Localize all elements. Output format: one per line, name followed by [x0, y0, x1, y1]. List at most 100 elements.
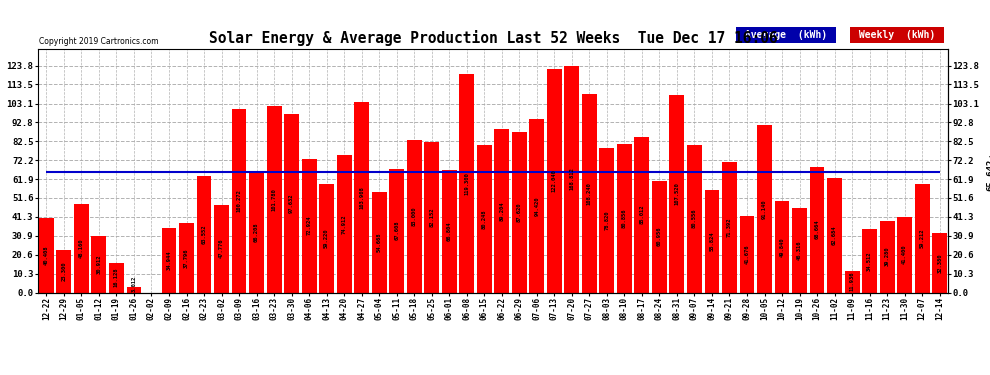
Bar — [564, 66, 579, 292]
Text: 68.664: 68.664 — [815, 220, 820, 239]
Text: 37.796: 37.796 — [184, 248, 189, 268]
Text: 34.512: 34.512 — [867, 251, 872, 271]
Bar — [740, 216, 754, 292]
Text: 101.780: 101.780 — [271, 188, 276, 211]
Bar — [354, 102, 369, 292]
Bar — [442, 170, 456, 292]
Bar — [652, 181, 667, 292]
Text: 65.642→: 65.642→ — [987, 153, 990, 191]
Bar — [546, 69, 561, 292]
Text: 85.012: 85.012 — [640, 205, 644, 224]
Text: 67.608: 67.608 — [394, 221, 399, 240]
Bar — [757, 126, 772, 292]
Text: 59.212: 59.212 — [920, 228, 925, 248]
Bar — [827, 178, 842, 292]
Text: 80.556: 80.556 — [692, 209, 697, 228]
Text: 47.776: 47.776 — [219, 239, 224, 258]
Text: 54.668: 54.668 — [376, 232, 382, 252]
Text: 34.944: 34.944 — [166, 251, 171, 270]
Text: 66.208: 66.208 — [254, 222, 259, 242]
Bar — [319, 184, 334, 292]
Bar — [425, 142, 440, 292]
Text: 63.552: 63.552 — [202, 225, 207, 244]
Text: Weekly  (kWh): Weekly (kWh) — [852, 30, 940, 40]
Bar — [56, 250, 71, 292]
Bar — [722, 162, 737, 292]
Text: 66.804: 66.804 — [446, 222, 451, 241]
Text: 80.248: 80.248 — [482, 209, 487, 229]
Title: Solar Energy & Average Production Last 52 Weeks  Tue Dec 17 16:06: Solar Energy & Average Production Last 5… — [209, 30, 777, 46]
Bar — [179, 223, 194, 292]
Bar — [705, 190, 720, 292]
Text: 16.128: 16.128 — [114, 268, 119, 288]
Text: 91.140: 91.140 — [762, 199, 767, 219]
Text: 80.856: 80.856 — [622, 209, 627, 228]
Text: 168.812: 168.812 — [569, 168, 574, 190]
Text: 59.220: 59.220 — [324, 228, 329, 248]
Text: 100.272: 100.272 — [237, 189, 242, 212]
Text: 30.912: 30.912 — [96, 254, 101, 274]
Text: 119.300: 119.300 — [464, 172, 469, 195]
Bar — [337, 155, 351, 292]
Text: 23.300: 23.300 — [61, 261, 66, 281]
Text: 32.380: 32.380 — [938, 253, 942, 273]
Bar — [617, 144, 632, 292]
Bar — [371, 192, 387, 292]
Text: 78.820: 78.820 — [604, 210, 610, 230]
Bar — [197, 176, 212, 292]
Bar — [109, 263, 124, 292]
Bar — [407, 140, 422, 292]
Bar — [810, 166, 825, 292]
Text: 82.152: 82.152 — [430, 207, 435, 227]
Bar — [774, 201, 789, 292]
Bar — [214, 205, 229, 292]
Bar — [844, 271, 859, 292]
Text: 89.204: 89.204 — [499, 201, 504, 220]
Bar — [635, 137, 649, 292]
Text: 60.956: 60.956 — [657, 227, 662, 246]
Text: Copyright 2019 Cartronics.com: Copyright 2019 Cartronics.com — [40, 38, 159, 46]
Bar — [249, 171, 264, 292]
Bar — [74, 204, 89, 292]
Text: 122.040: 122.040 — [551, 169, 556, 192]
Text: 49.840: 49.840 — [779, 237, 784, 256]
Bar — [91, 236, 106, 292]
Bar — [389, 169, 404, 292]
Text: 83.000: 83.000 — [412, 207, 417, 226]
Text: 41.400: 41.400 — [902, 245, 907, 264]
Text: 74.912: 74.912 — [342, 214, 346, 234]
Text: 72.924: 72.924 — [307, 216, 312, 236]
Text: 39.280: 39.280 — [885, 247, 890, 266]
Bar — [232, 109, 247, 292]
Text: 46.316: 46.316 — [797, 240, 802, 260]
Bar — [530, 120, 544, 292]
Bar — [669, 96, 684, 292]
Bar — [880, 220, 895, 292]
Bar — [915, 184, 930, 292]
Text: 40.408: 40.408 — [44, 246, 49, 265]
Bar — [477, 146, 492, 292]
Bar — [512, 132, 527, 292]
Bar — [39, 219, 53, 292]
Text: 97.632: 97.632 — [289, 193, 294, 213]
Text: 108.240: 108.240 — [587, 182, 592, 205]
Bar — [266, 106, 281, 292]
Bar — [459, 74, 474, 292]
Bar — [933, 233, 947, 292]
Text: 107.520: 107.520 — [674, 183, 679, 206]
Bar — [284, 114, 299, 292]
Text: 41.676: 41.676 — [744, 244, 749, 264]
Bar — [127, 287, 142, 292]
Bar — [687, 145, 702, 292]
Bar — [862, 229, 877, 292]
Text: 71.392: 71.392 — [727, 217, 732, 237]
Bar — [599, 148, 615, 292]
Bar — [792, 208, 807, 292]
Bar — [582, 94, 597, 292]
Text: Average  (kWh): Average (kWh) — [739, 30, 833, 40]
Text: 55.824: 55.824 — [710, 232, 715, 251]
Text: 94.420: 94.420 — [535, 196, 540, 216]
Text: 11.936: 11.936 — [849, 272, 854, 291]
Bar — [302, 159, 317, 292]
Text: 62.684: 62.684 — [832, 225, 838, 245]
